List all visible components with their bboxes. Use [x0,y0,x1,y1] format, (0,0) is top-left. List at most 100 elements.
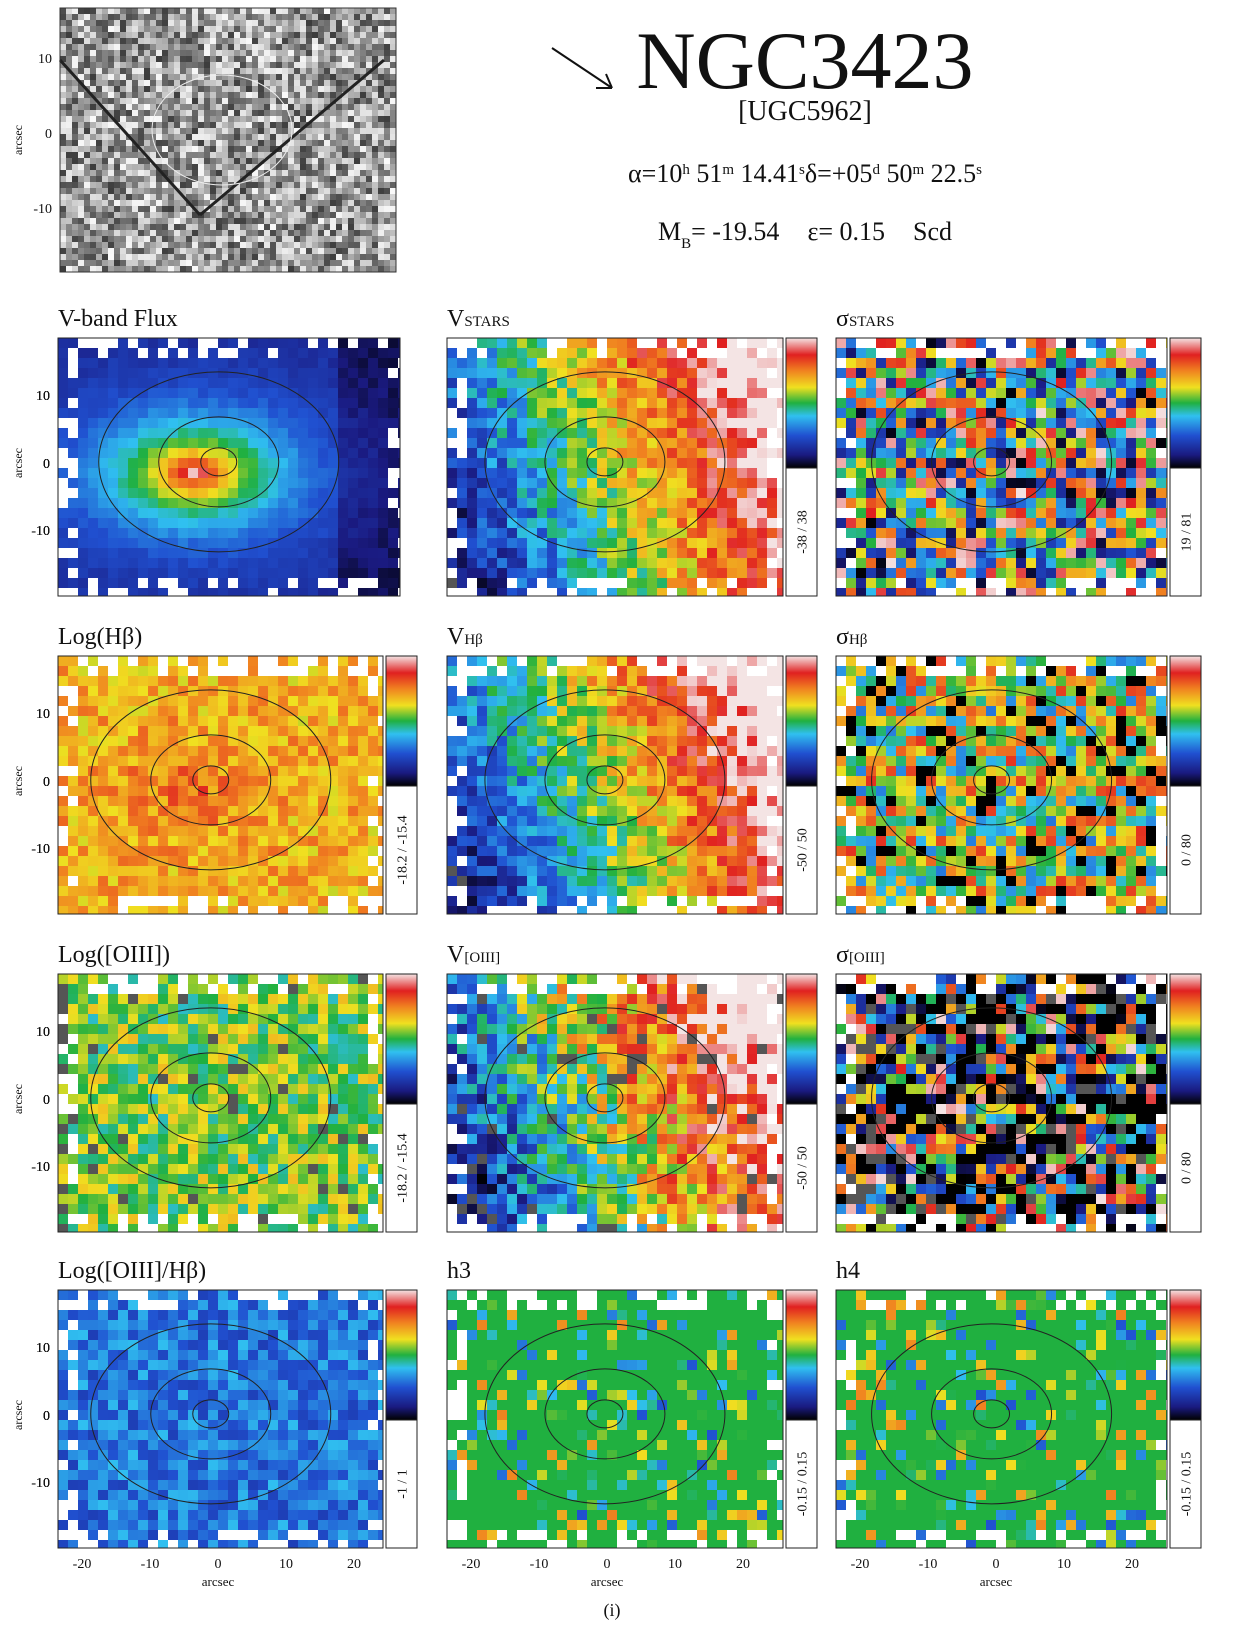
map-pixel [976,508,986,518]
map-pixel [1106,368,1116,378]
map-pixel [886,358,896,368]
map-pixel [747,478,757,488]
map-pixel [1066,498,1076,508]
map-pixel [1086,548,1096,558]
map-pixel [208,478,218,488]
map-pixel [637,348,647,358]
image-pixel [372,266,378,272]
map-pixel [477,418,487,428]
map-pixel [228,498,238,508]
map-pixel [966,528,976,538]
map-pixel [487,458,497,468]
image-pixel [126,56,132,62]
map-pixel [88,458,98,468]
image-pixel [192,128,198,134]
y-tick-label: 10 [36,389,50,404]
map-pixel [896,538,906,548]
image-pixel [162,86,168,92]
map-pixel [338,498,348,508]
image-pixel [306,260,312,266]
map-pixel [567,578,577,588]
map-pixel [208,508,218,518]
map-pixel [1046,518,1056,528]
map-pixel [268,388,278,398]
image-pixel [312,92,318,98]
image-pixel [282,56,288,62]
image-pixel [66,194,72,200]
image-pixel [120,164,126,170]
image-pixel [306,50,312,56]
map-pixel [717,498,727,508]
image-pixel [102,62,108,68]
image-pixel [60,242,66,248]
map-pixel [537,448,547,458]
map-pixel [308,528,318,538]
image-pixel [72,98,78,104]
image-pixel [360,122,366,128]
map-pixel [707,398,717,408]
map-pixel [687,428,697,438]
image-pixel [84,152,90,158]
image-pixel [114,80,120,86]
image-pixel [330,254,336,260]
map-pixel [148,438,158,448]
image-pixel [270,116,276,122]
map-pixel [268,338,278,348]
map-pixel [368,488,378,498]
map-pixel [687,448,697,458]
map-pixel [507,478,517,488]
map-pixel [447,448,457,458]
image-pixel [354,86,360,92]
image-pixel [90,218,96,224]
image-pixel [138,188,144,194]
image-pixel [120,236,126,242]
map-pixel [208,418,218,428]
image-pixel [90,20,96,26]
image-pixel [294,14,300,20]
contour [931,416,1053,508]
map-pixel [916,458,926,468]
map-pixel [667,498,677,508]
map-pixel [198,528,208,538]
map-pixel [657,498,667,508]
image-pixel [192,218,198,224]
image-pixel [372,110,378,116]
image-pixel [144,218,150,224]
image-pixel [144,194,150,200]
image-pixel [120,188,126,194]
map-pixel [767,418,777,428]
alt-name: [UGC5962] [738,96,872,127]
map-pixel [318,558,328,568]
map-pixel [78,428,88,438]
map-pixel [198,438,208,448]
image-pixel [174,44,180,50]
image-pixel [294,68,300,74]
map-pixel [537,568,547,578]
map-pixel [547,518,557,528]
image-pixel [78,164,84,170]
image-pixel [378,74,384,80]
image-pixel [90,152,96,158]
map-pixel [1046,568,1056,578]
image-pixel [240,56,246,62]
map-pixel [1046,508,1056,518]
image-pixel [300,266,306,272]
map-pixel [218,528,228,538]
image-pixel [228,74,234,80]
map-pixel [178,498,188,508]
map-pixel [248,588,258,596]
image-pixel [372,200,378,206]
image-pixel [348,62,354,68]
image-pixel [390,254,396,260]
image-pixel [276,50,282,56]
map-pixel [757,548,767,558]
image-pixel [228,230,234,236]
map-pixel [567,548,577,558]
image-pixel [348,230,354,236]
image-pixel [84,266,90,272]
map-pixel [707,558,717,568]
image-pixel [270,32,276,38]
map-pixel [1126,438,1136,448]
image-pixel [222,128,228,134]
map-pixel [836,408,846,418]
